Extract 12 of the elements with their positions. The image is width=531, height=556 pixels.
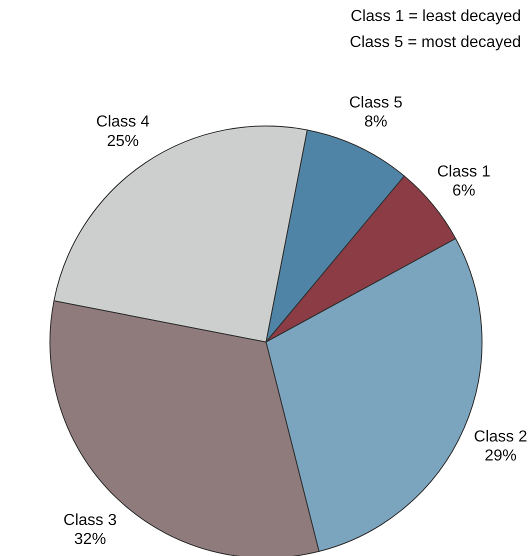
data-label: 6%: [452, 182, 476, 200]
text: Class 1 = least decayed: [350, 8, 521, 26]
slice-label: Class 2: [474, 428, 528, 446]
data-label: 8%: [364, 114, 388, 131]
data-label: 25%: [106, 132, 139, 150]
slice-label: Class 4: [96, 114, 150, 131]
data-label: 29%: [484, 447, 517, 464]
data-label: 32%: [74, 531, 106, 548]
slice-label: Class 5: [349, 94, 403, 112]
text: Class 5 = most decayed: [350, 34, 521, 52]
slice-label: Class 1: [437, 163, 491, 180]
slice-label: Class 3: [63, 512, 117, 529]
